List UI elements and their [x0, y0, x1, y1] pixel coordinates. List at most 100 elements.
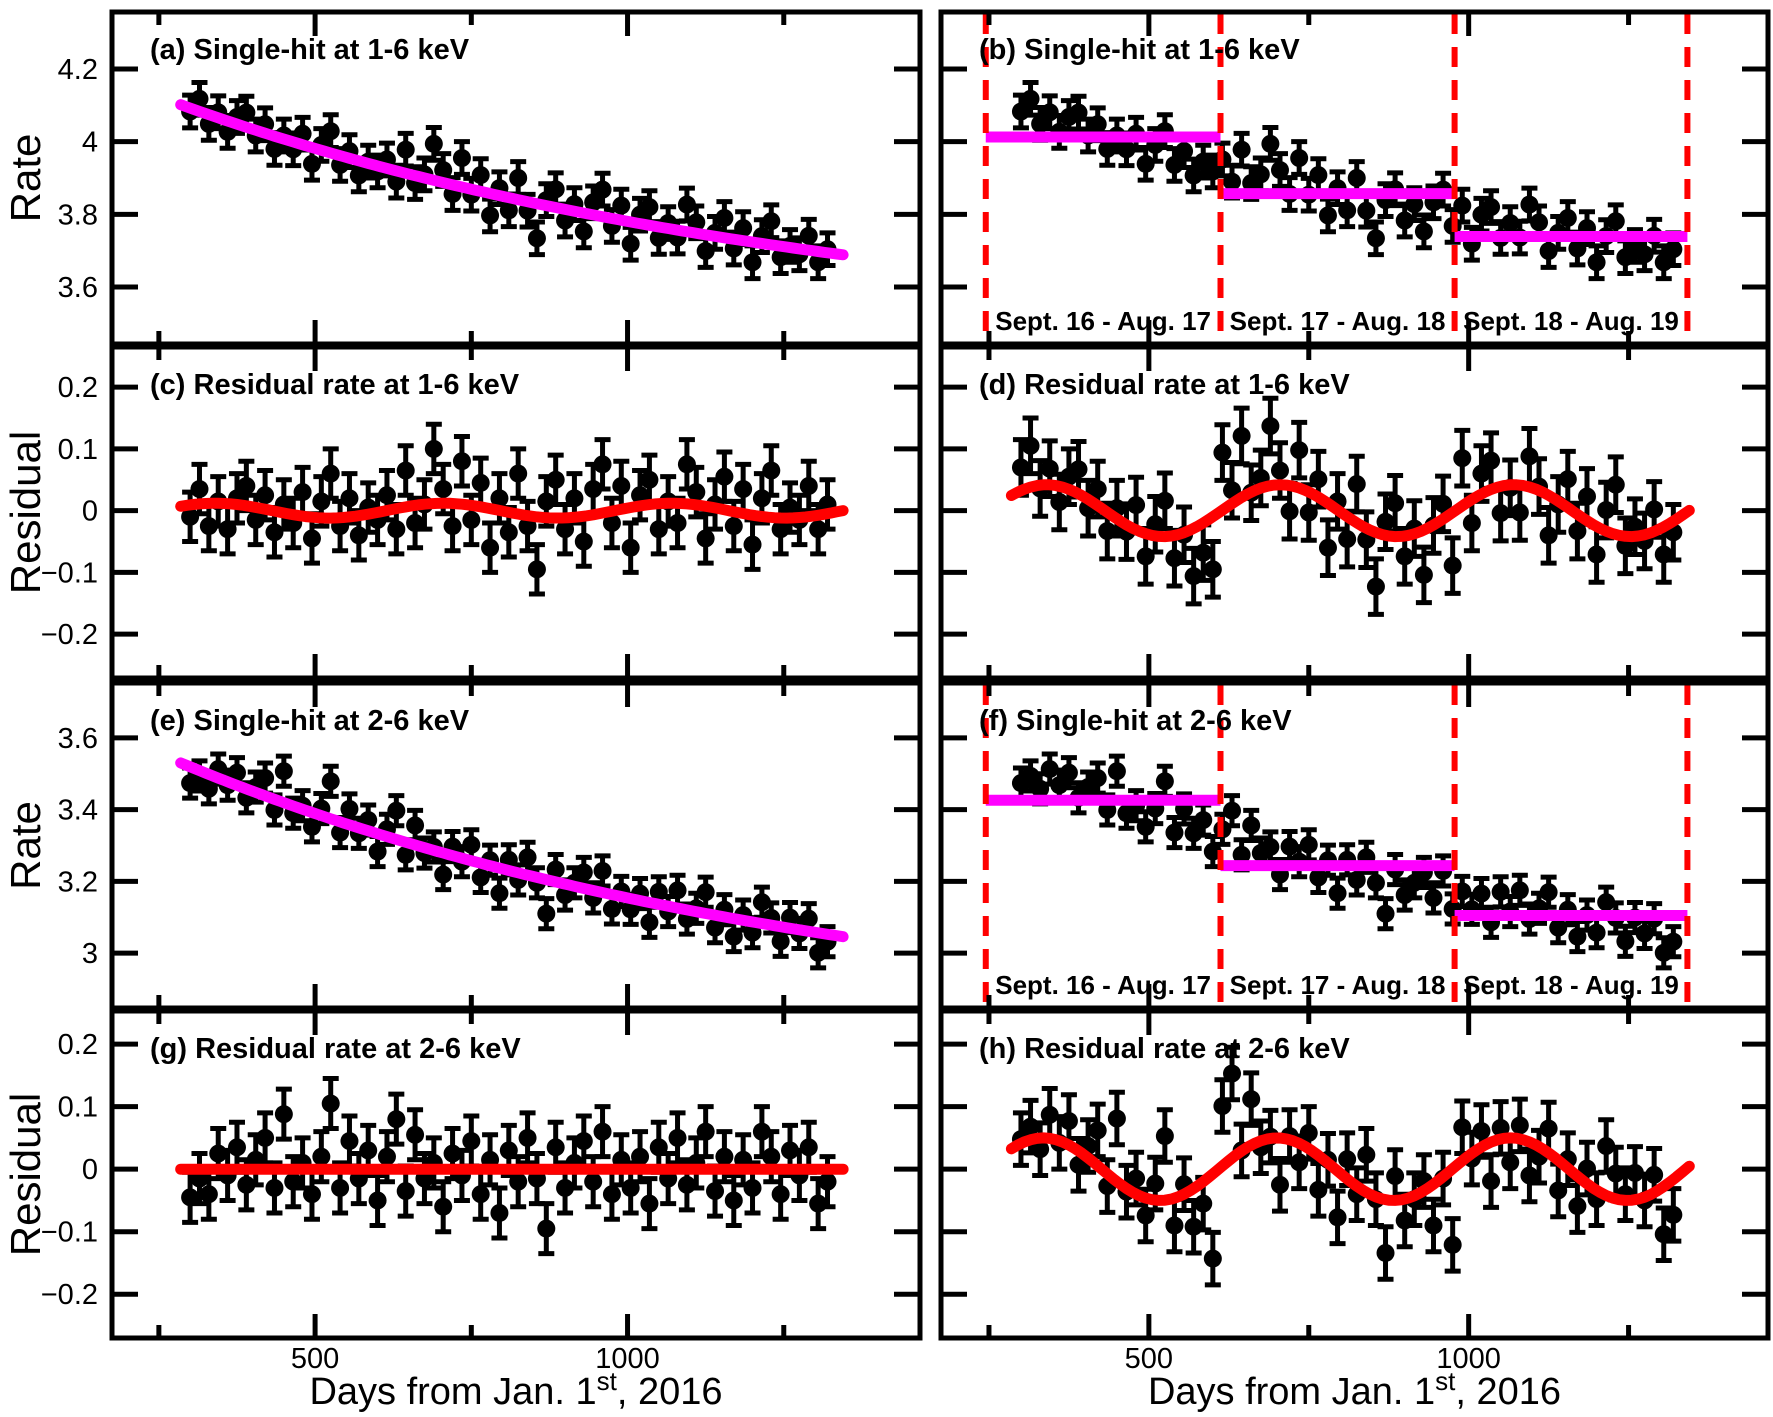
data-point-marker — [462, 835, 481, 854]
data-point-marker — [1309, 1180, 1328, 1199]
data-point-marker — [593, 1122, 612, 1141]
data-point-marker — [1270, 1175, 1289, 1194]
panel-f-plot-area — [982, 685, 1691, 1006]
data-point-marker — [809, 520, 828, 539]
data-point-marker — [1366, 577, 1385, 596]
data-point-marker — [1213, 443, 1232, 462]
data-point-marker — [1309, 470, 1328, 489]
data-point-marker — [743, 1178, 762, 1197]
x-tick-label: 500 — [291, 1343, 339, 1375]
data-point-marker — [1501, 214, 1520, 233]
y-tick-label: 3.8 — [58, 199, 98, 231]
data-point-marker — [799, 476, 818, 495]
data-point-marker — [1088, 1121, 1107, 1140]
data-point-marker — [1223, 801, 1242, 820]
data-point-marker — [1357, 1145, 1376, 1164]
year-period-label: Sept. 16 - Aug. 17 — [995, 306, 1211, 336]
data-point-marker — [481, 538, 500, 557]
data-point-marker — [1424, 1216, 1443, 1235]
data-point-marker — [527, 229, 546, 248]
data-point-marker — [1597, 893, 1616, 912]
panel-h-plot-area — [1005, 1044, 1695, 1288]
data-point-marker — [340, 1132, 359, 1151]
data-point-marker — [1414, 222, 1433, 241]
data-point-marker — [1261, 134, 1280, 153]
y-tick-label: 0 — [82, 496, 98, 528]
data-point-marker — [1261, 417, 1280, 436]
data-point-marker — [199, 517, 218, 536]
data-point-marker — [1021, 436, 1040, 455]
y-tick-label: 3 — [82, 938, 98, 970]
data-point-marker — [1635, 924, 1654, 943]
data-point-marker — [1587, 253, 1606, 272]
panel-b: Sept. 16 - Aug. 17 Sept. 17 - Aug. 18 Sept… — [938, 9, 1771, 347]
data-point-marker — [546, 180, 565, 199]
data-point-marker — [499, 523, 518, 542]
data-point-marker — [302, 817, 321, 836]
year-period-label: Sept. 18 - Aug. 19 — [1463, 306, 1679, 336]
x-axis-title-main: Days from Jan. 1 — [1148, 1371, 1435, 1412]
data-point-marker — [1203, 842, 1222, 861]
data-point-marker — [1040, 103, 1059, 122]
data-point-marker — [256, 486, 275, 505]
data-point-marker — [302, 154, 321, 173]
data-point-marker — [724, 1191, 743, 1210]
y-tick-label: 0.1 — [58, 1092, 98, 1124]
data-point-marker — [1520, 195, 1539, 214]
data-point-marker — [1443, 556, 1462, 575]
data-point-marker — [1539, 526, 1558, 545]
data-point-marker — [1184, 1217, 1203, 1236]
data-point-marker — [546, 860, 565, 879]
y-tick-label: −0.2 — [41, 1279, 98, 1311]
data-point-marker — [406, 816, 425, 835]
data-point-marker — [1587, 923, 1606, 942]
data-point-marker — [593, 861, 612, 880]
panel-b-frame — [938, 9, 1771, 347]
data-point-marker — [1290, 441, 1309, 460]
data-point-marker — [1530, 213, 1549, 232]
data-point-marker — [1577, 487, 1596, 506]
data-point-marker — [1328, 884, 1347, 903]
data-point-marker — [1069, 460, 1088, 479]
panel-f-title: (f) Single-hit at 2-6 keV — [979, 705, 1292, 737]
data-point-marker — [434, 480, 453, 499]
data-point-marker — [621, 538, 640, 557]
x-axis-title: Days from Jan. 1st, 2016 — [309, 1366, 722, 1412]
y-axis-title-r3: Rate — [2, 801, 49, 890]
data-point-marker — [687, 483, 706, 502]
data-point-marker — [293, 483, 312, 502]
data-point-marker — [1136, 154, 1155, 173]
data-point-marker — [396, 845, 415, 864]
data-point-marker — [640, 913, 659, 932]
year-period-label: Sept. 17 - Aug. 18 — [1230, 306, 1446, 336]
data-point-marker — [612, 196, 631, 215]
data-point-marker — [518, 1128, 537, 1147]
data-point-marker — [574, 532, 593, 551]
data-point-marker — [677, 1175, 696, 1194]
data-point-marker — [762, 212, 781, 231]
data-point-marker — [537, 1219, 556, 1238]
data-point-marker — [340, 799, 359, 818]
data-point-marker — [1175, 142, 1194, 161]
data-point-marker — [1414, 565, 1433, 584]
data-point-marker — [1184, 824, 1203, 843]
data-point-marker — [687, 213, 706, 232]
data-point-marker — [1510, 1116, 1529, 1135]
panel-f-frame — [938, 680, 1771, 1011]
data-point-marker — [1664, 240, 1683, 259]
data-point-marker — [1587, 545, 1606, 564]
data-point-marker — [1386, 494, 1405, 513]
panel-b-plot-area — [982, 14, 1691, 342]
data-point-marker — [1472, 464, 1491, 483]
panel-h-frame — [938, 1008, 1771, 1341]
data-point-marker — [1165, 823, 1184, 842]
data-point-marker — [396, 140, 415, 159]
data-point-marker — [471, 1185, 490, 1204]
data-point-marker — [734, 480, 753, 499]
data-point-marker — [190, 89, 209, 108]
data-point-marker — [1558, 470, 1577, 489]
data-point-marker — [1347, 475, 1366, 494]
data-point-marker — [1299, 1123, 1318, 1142]
data-point-marker — [1242, 816, 1261, 835]
data-point-marker — [1088, 115, 1107, 134]
